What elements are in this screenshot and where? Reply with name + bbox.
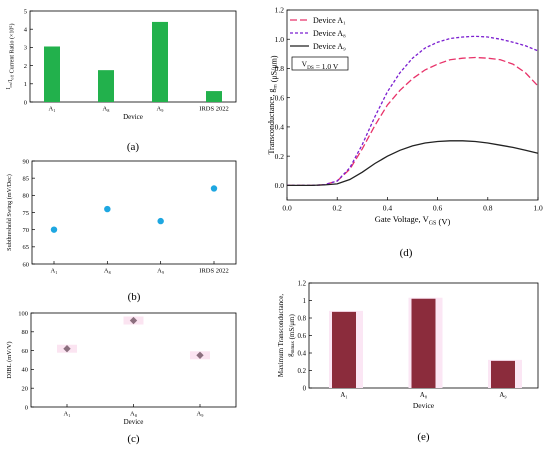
y-tick-label: 60 [23, 261, 30, 268]
y-tick-label: 85 [23, 175, 30, 182]
y-tick-label: 0.4 [275, 123, 285, 132]
diamond-point [63, 345, 71, 353]
panel-d-transconductance-chart: 0.0 0.2 0.4 0.6 0.8 1.0 1.2 0.0 0.2 0.4 0.6 0.8 1.0 D… [267, 6, 543, 259]
x-tick-label: A₉ [157, 268, 164, 275]
panel-label: (c) [127, 433, 140, 445]
x-tick-label: A₁ [49, 106, 56, 113]
bar [332, 311, 356, 388]
x-tick-label: IRDS 2022 [199, 106, 228, 113]
x-tick-label: A₉ [197, 411, 204, 418]
bar [98, 70, 114, 102]
annotation-box [291, 56, 349, 71]
x-tick-label: IRDS 2022 [199, 268, 228, 275]
y-tick-label: 0.0 [275, 181, 285, 190]
y-tick-label: 0.6 [275, 93, 285, 102]
bar [44, 46, 60, 102]
bar [152, 21, 168, 103]
series-line [287, 140, 539, 187]
series-line [287, 35, 539, 187]
y-tick-label: 2 [24, 63, 27, 70]
series-line [287, 56, 539, 187]
y-tick-label: 1.2 [275, 6, 285, 15]
scatter-point [210, 185, 218, 192]
x-tick-label: A₈ [420, 392, 428, 399]
x-tick-label: A₈ [103, 106, 110, 113]
y-tick-label: 90 [23, 158, 30, 165]
y-tick-label: 60 [22, 348, 29, 355]
plot-frame [30, 312, 237, 408]
scatter-point [50, 226, 58, 233]
y-tick-label: 1.2 [298, 280, 307, 287]
x-tick-label: 0.8 [483, 204, 493, 213]
y-tick-label: 20 [22, 385, 29, 392]
x-axis-label: Gate Voltage, VGS (V) [375, 214, 451, 227]
y-tick-label: 3 [24, 45, 27, 52]
y-tick-label: 0.2 [275, 152, 285, 161]
y-tick-label: 40 [22, 367, 29, 374]
y-tick-label: 0.8 [298, 315, 307, 322]
legend-entry: Device A₁ [313, 16, 346, 25]
plot-frame [286, 9, 539, 201]
y-tick-label: 1.0 [275, 35, 285, 44]
bar [411, 298, 436, 388]
annotation-text: VDS = 1.0 V [302, 60, 339, 71]
panel-label: (e) [417, 431, 430, 443]
panel-b-subthreshold-swing-chart: 60 65 70 75 80 85 90 A₁ A₈ A₉ IRDS 2022 Subthreshol… [6, 158, 237, 303]
y-tick-label: 100 [18, 310, 28, 317]
y-axis-label: Ion/Ioff Current Ratio (×10⁵) [6, 24, 16, 90]
y-axis-label: Transconductance, gm (μS/μm) [267, 55, 278, 154]
x-tick-label: 0.4 [383, 204, 393, 213]
panel-label: (b) [128, 291, 141, 303]
x-tick-label: A₉ [157, 106, 164, 113]
x-tick-label: 0.6 [433, 204, 443, 213]
scatter-point [157, 217, 164, 225]
x-tick-label: A₈ [104, 268, 111, 275]
y-tick-label: 0.2 [298, 368, 307, 375]
y-tick-label: 0 [25, 404, 28, 411]
x-tick-label: 1.0 [533, 204, 543, 213]
y-tick-label: 4 [24, 26, 28, 33]
panel-c-dibl-chart: 0 20 40 60 80 100 A₁ A₈ A₉ DIBL (mV/V) Device (c) [6, 310, 237, 445]
y-axis-label: Subthreshold Swing (mV/Dec) [6, 174, 13, 251]
y-tick-label: 1 [24, 81, 27, 88]
x-axis-label: Device [413, 401, 435, 410]
panel-label: (a) [127, 141, 140, 153]
panel-a-ion-ioff-chart: 0 1 2 3 4 5 A₁ A₈ A₉ IRDS 2022 Ion/Ioff Current Ra… [6, 8, 237, 153]
y-axis-label: Maximum Transconductance, [277, 294, 285, 377]
bar [206, 91, 222, 102]
bar [491, 360, 515, 388]
x-tick-label: A₈ [130, 411, 137, 418]
plot-frame [31, 160, 237, 265]
y-tick-label: 80 [22, 329, 29, 336]
y-tick-label: 70 [23, 227, 30, 234]
x-axis-label: Device [124, 418, 144, 426]
x-tick-label: A₁ [340, 392, 347, 399]
x-tick-label: 0.0 [282, 204, 292, 213]
y-tick-label: 80 [23, 193, 30, 200]
panel-e-max-transconductance-chart: 0 0.2 0.4 0.6 0.8 1 1.2 A₁ A₈ A₉ Maximum Transcond… [277, 280, 539, 443]
plot-frame [29, 10, 237, 103]
y-tick-label: 0.6 [298, 333, 307, 340]
legend-entry: Device A₈ [313, 29, 346, 38]
x-axis-label: Device [123, 113, 143, 121]
y-tick-label: 0 [24, 99, 27, 106]
x-tick-label: 0.2 [333, 204, 343, 213]
y-tick-label: 0.8 [275, 64, 285, 73]
y-tick-label: 1 [303, 298, 306, 305]
legend-entry: Device A₉ [313, 42, 346, 51]
y-tick-label: 65 [23, 244, 30, 251]
y-tick-label: 0 [303, 385, 307, 392]
scatter-point [104, 205, 111, 213]
x-tick-label: A₁ [51, 268, 58, 275]
x-tick-label: A₁ [64, 411, 71, 418]
y-tick-label: 75 [23, 210, 30, 217]
y-tick-label: 5 [24, 8, 27, 15]
panel-label: (d) [400, 247, 413, 259]
y-axis-label-units: gmmax (mS/μm) [286, 314, 296, 357]
y-tick-label: 0.4 [298, 350, 307, 357]
x-tick-label: A₉ [499, 392, 507, 399]
y-axis-label: DIBL (mV/V) [6, 341, 13, 378]
